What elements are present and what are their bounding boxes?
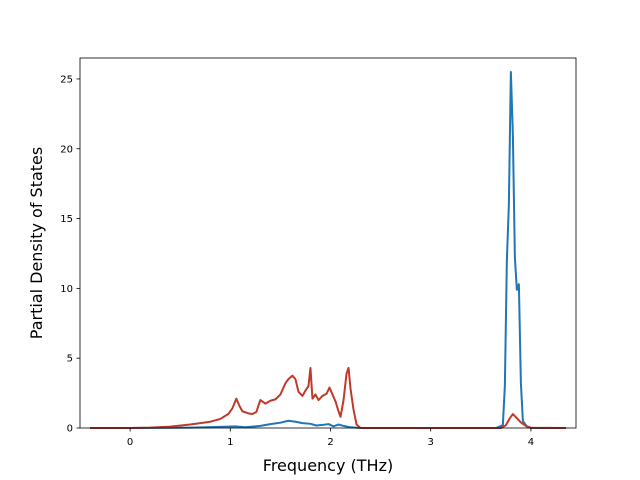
y-axis-label: Partial Density of States (27, 147, 46, 339)
y-tick-label: 0 (67, 424, 73, 435)
x-tick-label: 3 (428, 437, 434, 448)
y-tick-label: 20 (60, 144, 73, 155)
series-line-1 (90, 70, 566, 429)
y-tick-label: 15 (60, 214, 73, 225)
y-tick-label: 5 (67, 354, 73, 365)
x-tick-label: 1 (227, 437, 233, 448)
y-ticks: 0 5 10 15 20 25 (60, 74, 80, 435)
plot-frame (79, 57, 577, 429)
plot-area (80, 58, 576, 428)
y-tick-label: 10 (60, 284, 73, 295)
x-tick-label: 2 (327, 437, 333, 448)
x-tick-label: 4 (528, 437, 534, 448)
x-axis-label: Frequency (THz) (263, 456, 393, 475)
x-tick-label: 0 (127, 437, 133, 448)
x-ticks: 0 1 2 3 4 (127, 428, 534, 448)
y-tick-label: 25 (60, 74, 73, 85)
